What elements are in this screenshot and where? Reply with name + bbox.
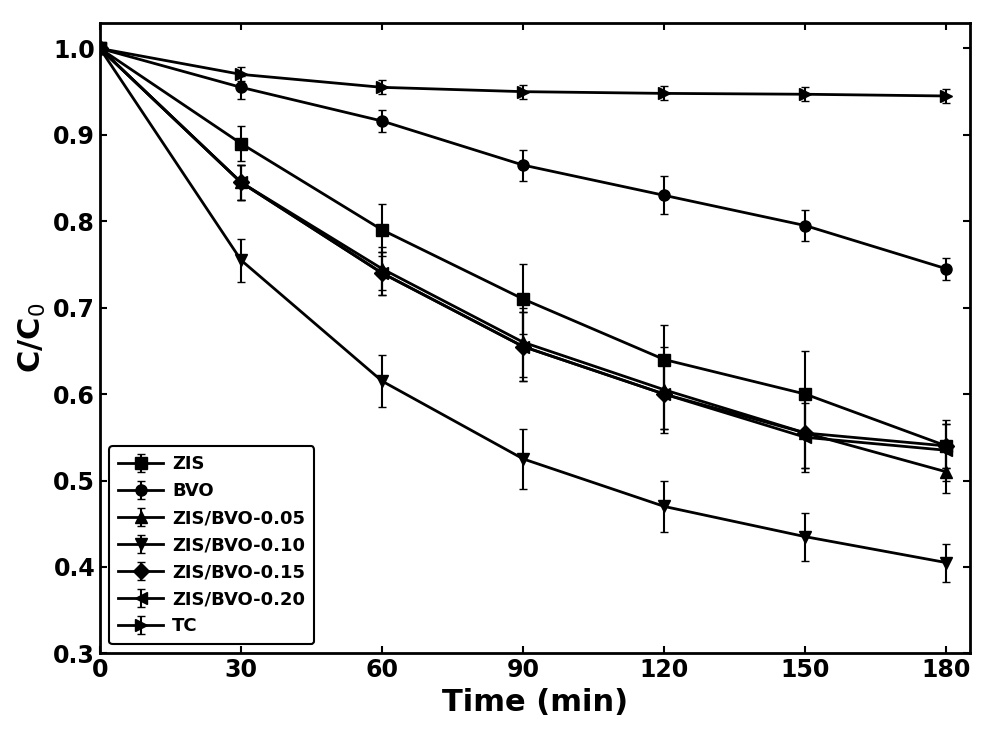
X-axis label: Time (min): Time (min) — [442, 688, 628, 716]
Legend: ZIS, BVO, ZIS/BVO-0.05, ZIS/BVO-0.10, ZIS/BVO-0.15, ZIS/BVO-0.20, TC: ZIS, BVO, ZIS/BVO-0.05, ZIS/BVO-0.10, ZI… — [109, 446, 314, 644]
Y-axis label: C/C$_0$: C/C$_0$ — [17, 303, 48, 373]
